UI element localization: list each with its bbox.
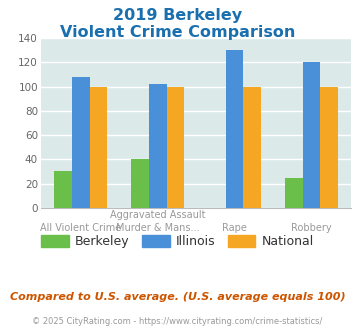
Text: © 2025 CityRating.com - https://www.cityrating.com/crime-statistics/: © 2025 CityRating.com - https://www.city… xyxy=(32,317,323,326)
Legend: Berkeley, Illinois, National: Berkeley, Illinois, National xyxy=(36,230,319,253)
Bar xyxy=(320,86,338,208)
Bar xyxy=(72,77,90,208)
Text: 2019 Berkeley: 2019 Berkeley xyxy=(113,8,242,23)
Bar xyxy=(244,86,261,208)
Bar xyxy=(90,86,107,208)
Bar xyxy=(149,84,166,208)
Text: Rape: Rape xyxy=(222,223,247,233)
Bar xyxy=(226,50,244,208)
Bar xyxy=(131,159,149,208)
Bar xyxy=(166,86,184,208)
Bar xyxy=(54,172,72,208)
Text: Murder & Mans...: Murder & Mans... xyxy=(116,223,200,233)
Text: Robbery: Robbery xyxy=(291,223,332,233)
Text: Violent Crime Comparison: Violent Crime Comparison xyxy=(60,25,295,40)
Text: All Violent Crime: All Violent Crime xyxy=(40,223,121,233)
Text: Aggravated Assault: Aggravated Assault xyxy=(110,210,206,219)
Text: Compared to U.S. average. (U.S. average equals 100): Compared to U.S. average. (U.S. average … xyxy=(10,292,345,302)
Bar xyxy=(285,178,302,208)
Bar xyxy=(302,62,320,208)
